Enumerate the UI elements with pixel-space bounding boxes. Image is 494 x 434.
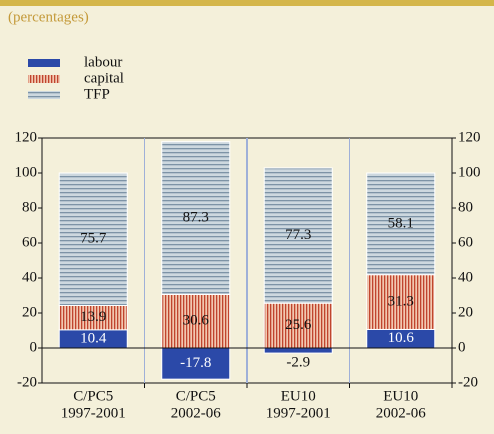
- data-label: 75.7: [80, 231, 107, 247]
- bar-segment: [161, 141, 231, 295]
- data-label: 10.6: [388, 330, 415, 346]
- y-tick-label-right: 20: [458, 304, 473, 320]
- legend-label: capital: [84, 70, 124, 86]
- y-tick-label: 100: [15, 164, 38, 180]
- data-label: 25.6: [285, 317, 312, 333]
- y-tick-label-right: -20: [458, 374, 478, 390]
- y-tick-label: 0: [30, 339, 38, 355]
- data-label: 77.3: [285, 227, 311, 243]
- y-tick-label-right: 100: [458, 164, 481, 180]
- data-label: 30.6: [183, 313, 210, 329]
- x-tick-label: 1997-2001: [266, 405, 331, 421]
- bar-segment: [366, 172, 436, 276]
- x-tick-label: C/PC5: [176, 388, 216, 404]
- legend-swatch: [28, 75, 60, 83]
- legend-swatch: [28, 91, 60, 99]
- bar-segment: [263, 347, 333, 354]
- data-label: -2.9: [286, 355, 310, 371]
- y-tick-label: 120: [15, 129, 38, 145]
- y-tick-label: 60: [22, 234, 37, 250]
- data-label: 31.3: [388, 294, 414, 310]
- top-bar: [0, 0, 494, 6]
- x-tick-label: C/PC5: [73, 388, 113, 404]
- bar-segment: [263, 302, 333, 349]
- y-tick-label: -20: [17, 374, 37, 390]
- y-tick-label: 80: [22, 199, 37, 215]
- bar-segment: [366, 274, 436, 330]
- y-tick-label-right: 0: [458, 339, 466, 355]
- legend-swatch: [28, 59, 60, 67]
- x-tick-label: 2002-06: [376, 405, 426, 421]
- y-tick-label-right: 40: [458, 269, 473, 285]
- data-label: 58.1: [388, 215, 414, 231]
- bar-segment: [58, 172, 128, 306]
- legend-label: TFP: [84, 86, 110, 102]
- data-label: 10.4: [80, 330, 107, 346]
- x-tick-label: EU10: [383, 388, 418, 404]
- legend-label: labour: [84, 54, 122, 70]
- y-tick-label-right: 80: [458, 199, 473, 215]
- data-label: -17.8: [180, 355, 211, 371]
- data-label: 87.3: [183, 210, 209, 226]
- y-tick-label: 20: [22, 304, 37, 320]
- bar-segment: [161, 347, 231, 380]
- y-tick-label-right: 120: [458, 129, 481, 145]
- x-tick-label: 1997-2001: [61, 405, 126, 421]
- y-tick-label: 40: [22, 269, 37, 285]
- y-tick-label-right: 60: [458, 234, 473, 250]
- x-tick-label: 2002-06: [171, 405, 221, 421]
- bar-segment: [161, 293, 231, 349]
- x-tick-label: EU10: [281, 388, 316, 404]
- bar-segment: [263, 167, 333, 304]
- subtitle: (percentages): [8, 9, 89, 25]
- data-label: 13.9: [80, 309, 106, 325]
